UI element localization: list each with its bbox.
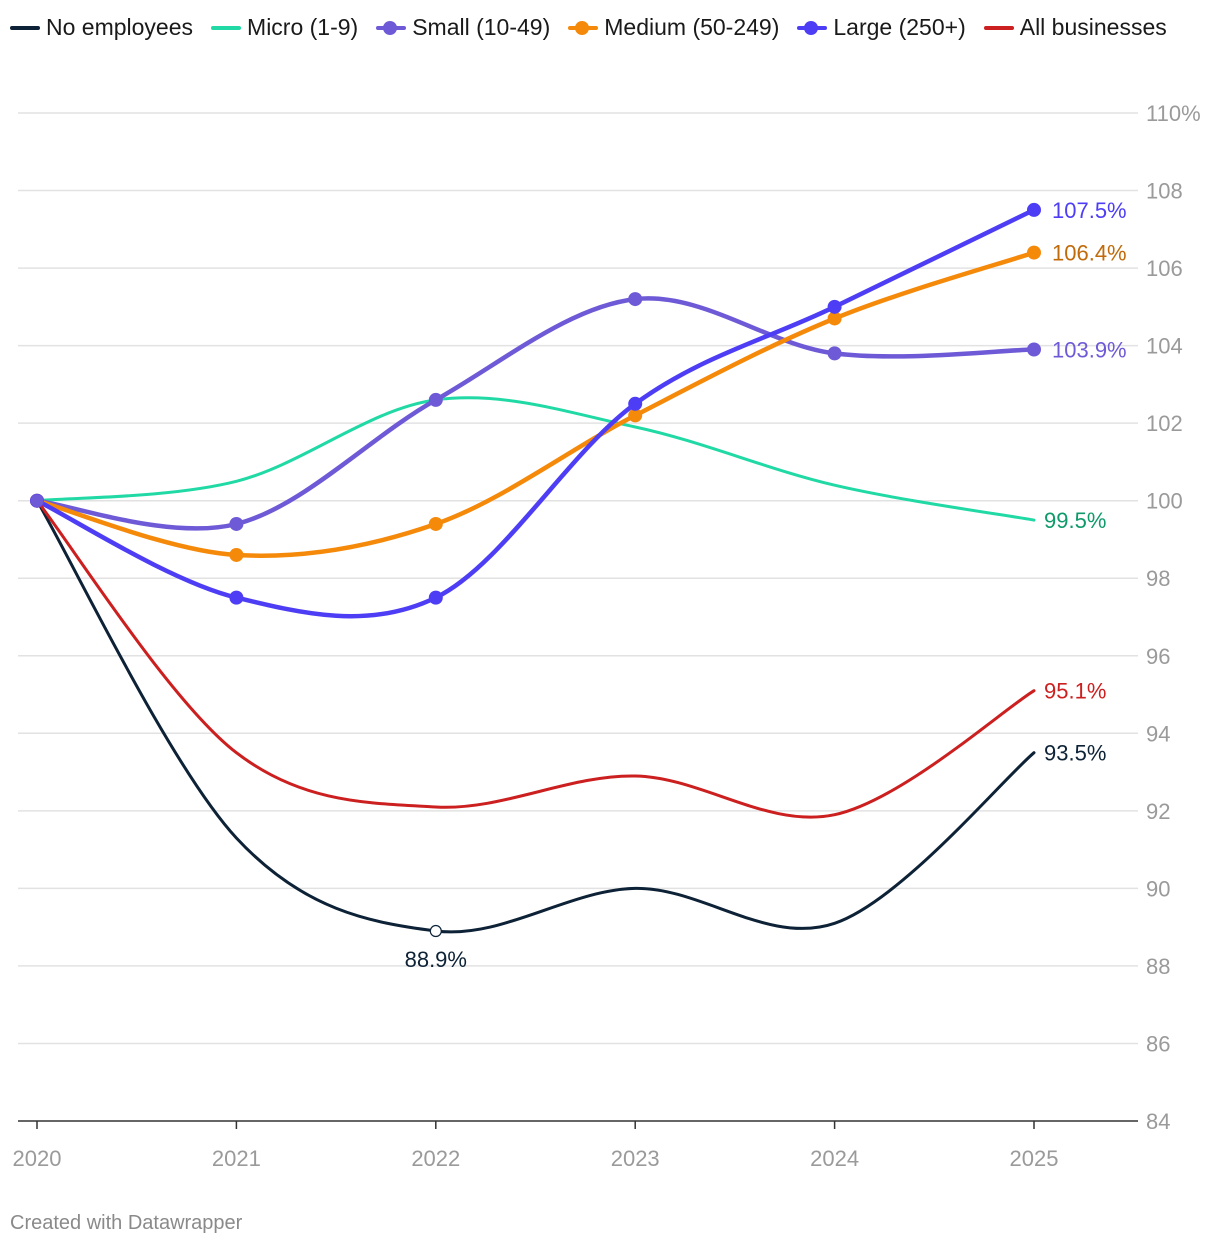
series-line-large-250 — [34, 207, 1037, 619]
y-tick-label: 94 — [1146, 721, 1170, 746]
legend-label: Small (10-49) — [412, 14, 551, 40]
origin-point — [30, 494, 44, 508]
annotation-marker — [429, 924, 442, 938]
legend-item-micro-1-9: Micro (1-9) — [211, 10, 358, 44]
y-tick-label: 92 — [1146, 799, 1170, 824]
grid-lines: 84 86 88 90 92 94 96 98 100 102 104 106 108 110% 2020 2… — [13, 101, 1201, 1171]
legend-swatch — [10, 18, 40, 38]
data-point-medium-50-249 — [628, 408, 643, 423]
legend-swatch — [568, 18, 599, 38]
legend-item-all-businesses: All businesses — [983, 10, 1167, 44]
data-point-large-250 — [229, 590, 244, 605]
data-point-medium-50-249 — [1027, 245, 1041, 260]
y-tick-label: 104 — [1146, 334, 1183, 359]
legend-swatch — [983, 18, 1014, 38]
series-line-no-employees — [35, 499, 1036, 934]
x-tick-label: 2025 — [1010, 1146, 1059, 1171]
legend-label: Large (250+) — [833, 14, 966, 40]
x-tick-label: 2020 — [13, 1146, 62, 1171]
data-point-small-10-49 — [1027, 342, 1041, 357]
end-label-medium-50-249: 106.4% — [1052, 241, 1127, 266]
legend-swatch — [376, 18, 407, 38]
legend-item-no-employees: No employees — [10, 10, 193, 44]
x-tick-label: 2021 — [212, 1146, 261, 1171]
data-labels: 107.5% 106.4% 103.9% 99.5% 95.1% 93.5% 88.9% — [405, 198, 1127, 972]
y-tick-label: 110% — [1146, 101, 1201, 126]
series-line-all-businesses — [35, 499, 1036, 819]
data-point-large-250 — [1027, 202, 1041, 217]
y-tick-label: 98 — [1146, 566, 1170, 591]
chart-legend: No employees Micro (1-9) Small (10-49) Medi… — [10, 10, 1210, 44]
end-label-micro-1-9: 99.5% — [1044, 508, 1106, 533]
data-point-medium-50-249 — [229, 547, 244, 562]
footer-credit: Created with Datawrapper — [10, 1212, 243, 1234]
end-label-all-businesses: 95.1% — [1044, 679, 1106, 704]
series-line-micro-1-9 — [35, 396, 1036, 522]
legend-label: All businesses — [1019, 14, 1167, 40]
y-tick-label: 100 — [1146, 489, 1183, 514]
series-line-medium-50-249 — [34, 250, 1037, 558]
data-point-medium-50-249 — [827, 311, 842, 326]
legend-label: Medium (50-249) — [604, 14, 780, 40]
y-tick-label: 88 — [1146, 954, 1170, 979]
x-tick-label: 2024 — [810, 1146, 859, 1171]
y-tick-label: 86 — [1146, 1031, 1170, 1056]
series-lines — [34, 207, 1037, 934]
y-tick-label: 84 — [1146, 1109, 1170, 1134]
legend-item-small-10-49: Small (10-49) — [376, 10, 550, 44]
y-tick-label: 96 — [1146, 644, 1170, 669]
data-point-large-250 — [628, 396, 643, 411]
data-point-small-10-49 — [827, 346, 842, 361]
end-label-no-employees: 93.5% — [1044, 741, 1106, 766]
data-point-large-250 — [827, 299, 842, 314]
data-point-small-10-49 — [628, 292, 643, 307]
legend-label: No employees — [46, 14, 194, 40]
series-markers — [30, 202, 1041, 605]
legend-swatch — [211, 18, 242, 38]
legend-swatch — [797, 18, 828, 38]
legend-item-medium-50-249: Medium (50-249) — [568, 10, 779, 44]
y-tick-label: 102 — [1146, 411, 1183, 436]
legend-label: Micro (1-9) — [247, 14, 359, 40]
end-label-small-10-49: 103.9% — [1052, 337, 1127, 362]
annotation-label: 88.9% — [405, 947, 467, 972]
data-point-small-10-49 — [229, 516, 244, 531]
data-point-small-10-49 — [428, 392, 443, 407]
y-tick-label: 106 — [1146, 256, 1183, 281]
data-point-large-250 — [428, 590, 443, 605]
y-tick-label: 90 — [1146, 876, 1170, 901]
legend-item-large-250: Large (250+) — [797, 10, 966, 44]
x-tick-label: 2022 — [411, 1146, 460, 1171]
x-tick-label: 2023 — [611, 1146, 660, 1171]
y-tick-label: 108 — [1146, 179, 1183, 204]
end-label-large-250: 107.5% — [1052, 198, 1127, 223]
data-point-medium-50-249 — [428, 516, 443, 531]
series-line-small-10-49 — [34, 296, 1037, 531]
